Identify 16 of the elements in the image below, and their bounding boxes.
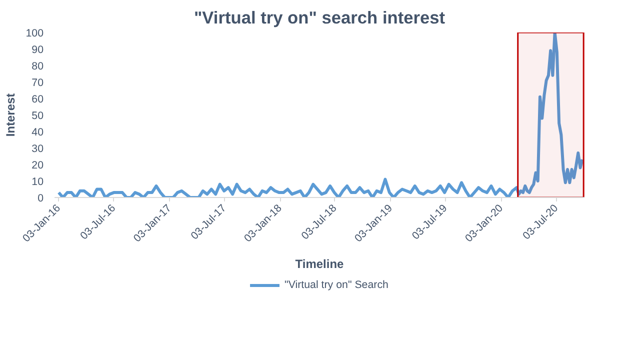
y-tick-label: 90 [32, 44, 44, 56]
line-series [57, 32, 584, 198]
y-axis-title: Interest [4, 93, 18, 137]
y-tick-label: 30 [32, 143, 44, 155]
y-tick-label: 60 [32, 94, 44, 106]
y-tick-label: 20 [32, 160, 44, 172]
y-tick-label: 40 [32, 126, 44, 138]
x-axis-title: Timeline [295, 256, 344, 271]
y-tick-label: 50 [32, 110, 44, 122]
y-tick-label: 100 [26, 28, 44, 40]
legend-label: "Virtual try on" Search [284, 279, 388, 291]
y-tick-label: 80 [32, 60, 44, 72]
y-tick-label: 70 [32, 77, 44, 89]
y-tick-label: 0 [38, 192, 44, 204]
y-tick-label: 10 [32, 176, 44, 188]
chart-title: "Virtual try on" search interest [194, 8, 446, 28]
